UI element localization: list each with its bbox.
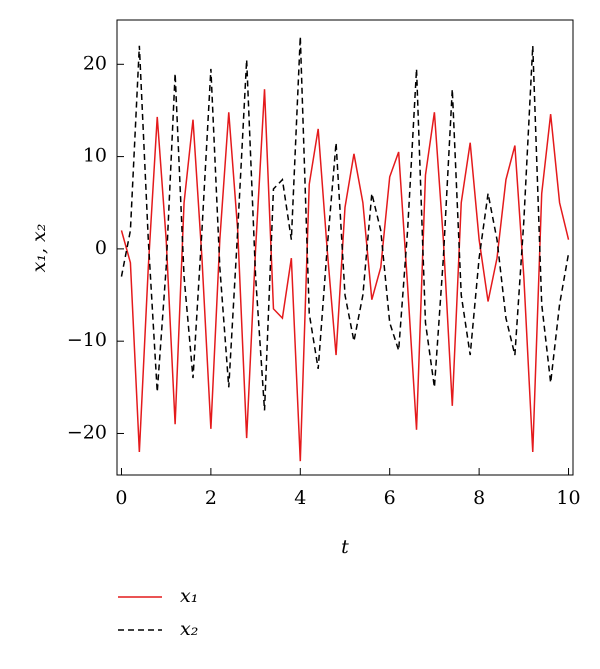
y-tick-label: 20: [83, 52, 107, 74]
x-tick-label: 6: [384, 487, 396, 509]
y-tick-label: −10: [67, 329, 107, 351]
x-tick-label: 10: [556, 487, 580, 509]
x-tick-label: 8: [473, 487, 485, 509]
x-tick-label: 4: [294, 487, 306, 509]
y-tick-label: −20: [67, 421, 107, 443]
y-tick-label: 0: [95, 237, 107, 259]
x-tick-label: 2: [205, 487, 217, 509]
y-tick-label: 10: [83, 145, 107, 167]
legend-label: x₁: [180, 585, 198, 607]
plot-frame: [116, 19, 574, 476]
y-axis-label: x₁, x₂: [28, 224, 50, 273]
x-axis-label: t: [341, 536, 349, 558]
legend-label: x₂: [180, 618, 198, 640]
series-line: [120, 36, 570, 411]
series-line: [120, 89, 570, 462]
x-tick-label: 0: [115, 487, 127, 509]
